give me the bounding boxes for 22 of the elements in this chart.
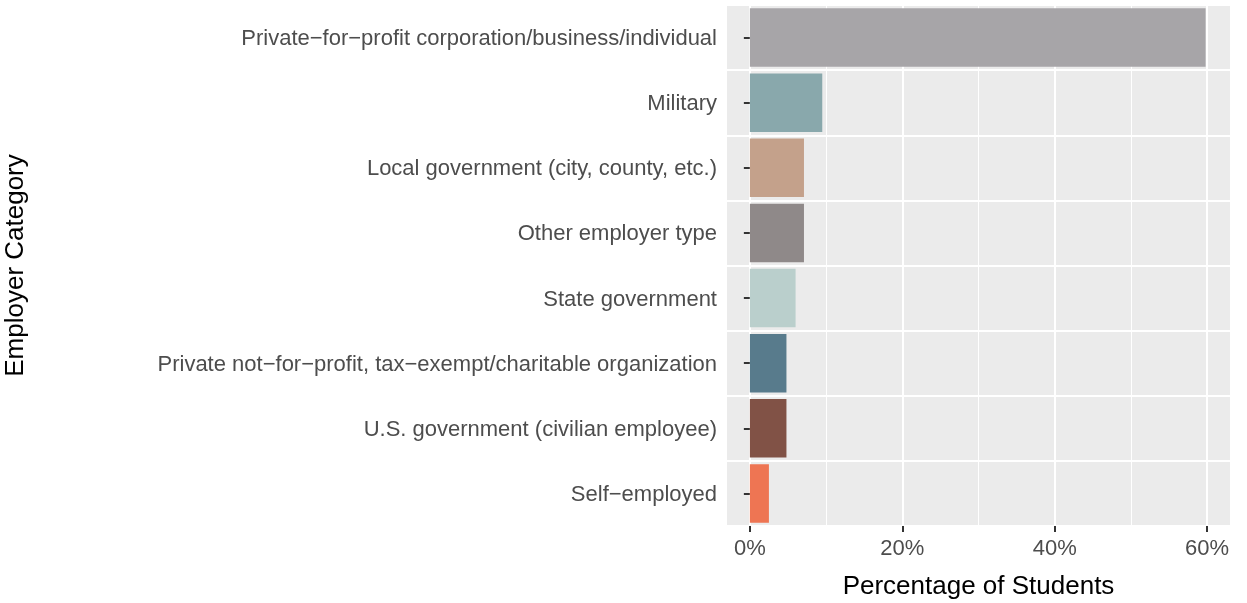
y-tick-label: U.S. government (civilian employee) [363,415,717,441]
x-axis-title: Percentage of Students [842,570,1115,600]
y-tick-label: Private−for−profit corporation/business/individual [241,25,717,51]
y-tick-label: Private not−for−profit, tax−exempt/charitable organization [157,350,717,376]
bar [749,399,787,458]
bar [749,203,804,263]
y-tick-label: Local government (city, county, etc.) [366,155,717,181]
y-tick-label: Other employer type [517,220,717,246]
x-tick-label: 60% [1185,534,1230,560]
bar [749,138,804,198]
y-axis-title: Employer Category [0,154,29,377]
bar [749,464,769,523]
y-tick-label: Self−employed [570,480,717,506]
x-tick-label: 20% [880,534,925,560]
bar [749,8,1206,67]
y-tick-label: State government [543,285,717,311]
bar [749,268,796,328]
x-tick-label: 0% [733,534,766,560]
bar [749,333,787,393]
y-tick-label: Military [647,90,717,116]
bar [749,73,823,132]
x-tick-label: 40% [1032,534,1077,560]
